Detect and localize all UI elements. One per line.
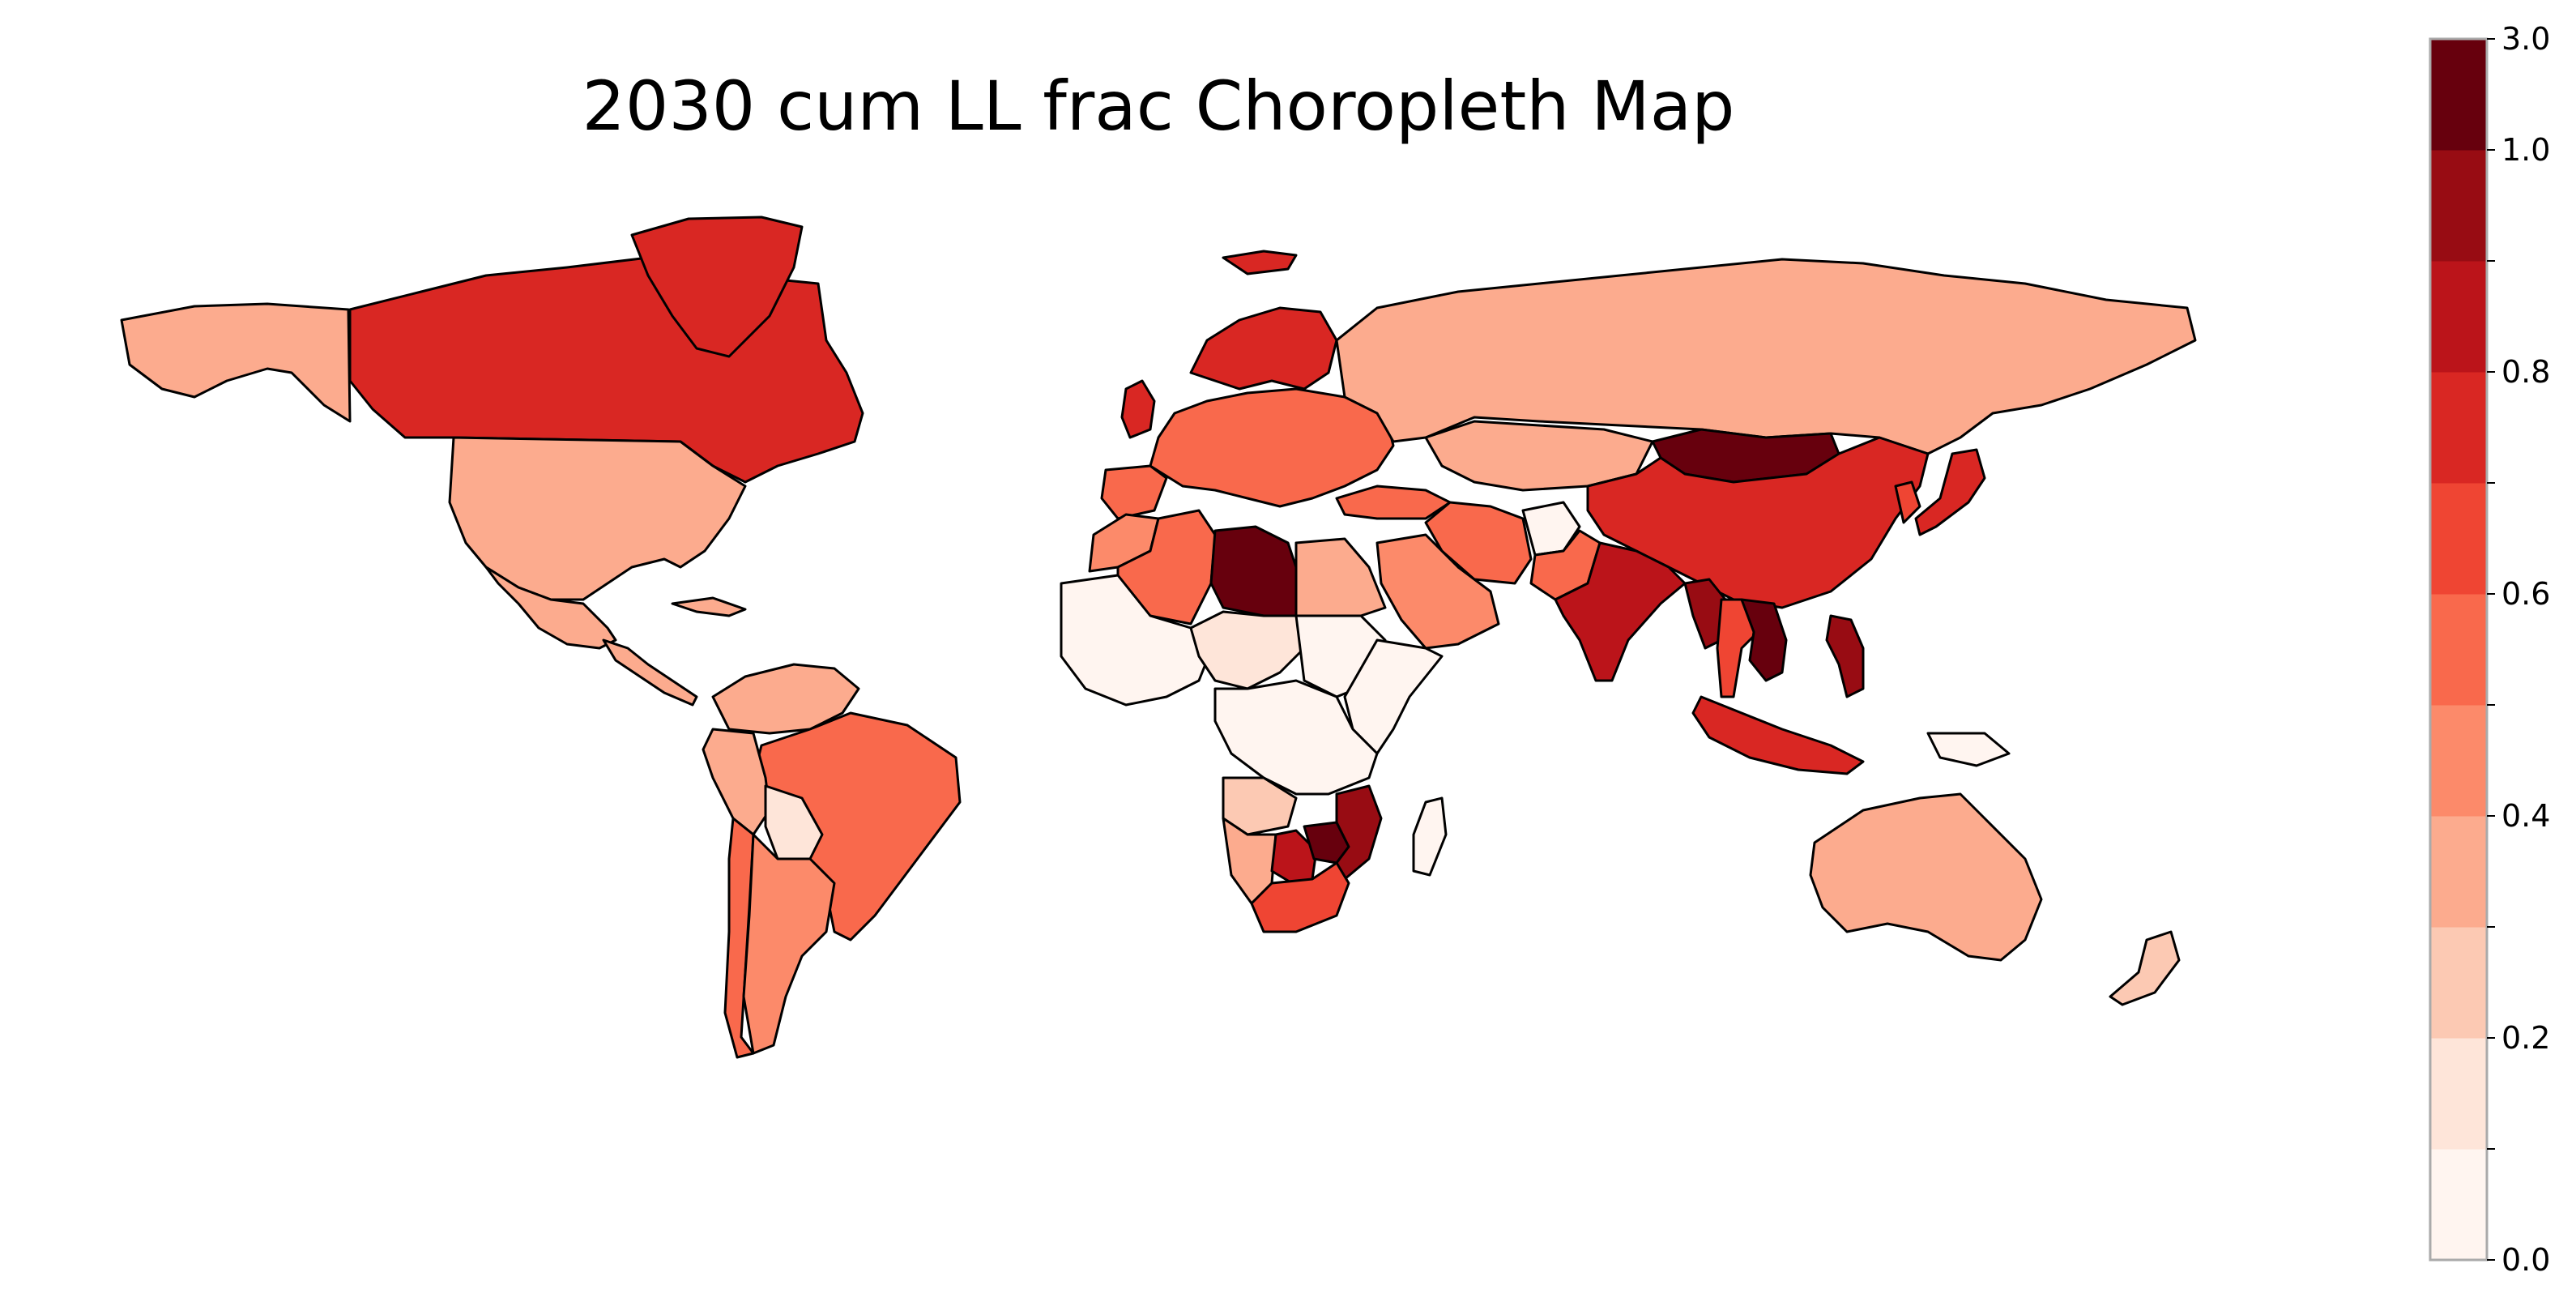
region-indonesia [1691,695,1865,775]
colorbar-tick-label: 1.0 [2501,132,2550,168]
colorbar-bin [2430,705,2487,817]
region-australia [1809,792,2043,962]
region-vietnam-laos-cambodia [1740,598,1788,682]
region-south-africa [1250,861,1350,933]
region-sahel-central-africa [1189,610,1306,690]
region-europe [1149,387,1395,508]
region-alaska [120,302,352,423]
colorbar-tick-label: 0.0 [2501,1242,2550,1278]
region-new-zealand [2109,930,2181,1006]
colorbar-bin [2430,372,2487,484]
colorbar-bin [2430,483,2487,595]
region-russia [1335,258,2197,455]
colorbar-tick-label: 3.0 [2501,21,2550,57]
region-india [1554,541,1687,682]
region-philippines [1825,614,1865,698]
region-afghanistan [1521,501,1581,557]
region-iceland [1222,250,1298,275]
colorbar-tick-label: 0.6 [2501,576,2550,612]
colorbar-tick-label: 0.4 [2501,798,2550,834]
world-map [120,216,2197,1059]
region-west-africa [1060,574,1217,707]
colorbar-bin [2430,1149,2487,1261]
colorbar-frame [2429,37,2489,1262]
region-japan [1914,448,1986,536]
region-greenland [630,216,804,358]
region-madagascar [1412,796,1448,877]
region-usa [448,436,747,601]
region-saudi-arabia [1375,533,1500,650]
region-horn-east-africa [1343,638,1444,755]
colorbar-bin [2430,39,2487,151]
region-korea [1894,480,1921,524]
region-central-america [602,638,698,707]
region-congo-basin [1213,679,1379,796]
region-colombia-venezuela [711,663,860,735]
colorbar-bin [2430,261,2487,373]
region-uk [1120,379,1156,439]
colorbar-bin [2430,816,2487,928]
region-papua-new-guinea [1926,732,2011,767]
region-turkey [1335,485,1452,520]
colorbar-tick-label: 0.2 [2501,1020,2550,1056]
colorbar-bin [2430,927,2487,1039]
colorbar-bin [2430,150,2487,262]
region-argentina [742,833,836,1055]
colorbar-bin [2430,1038,2487,1150]
colorbar-tick-label: 0.8 [2501,354,2550,390]
region-cuba [671,596,747,617]
map-title: 2030 cum LL frac Choropleth Map [582,66,1735,146]
region-iran [1424,501,1533,585]
colorbar-bin [2430,594,2487,706]
